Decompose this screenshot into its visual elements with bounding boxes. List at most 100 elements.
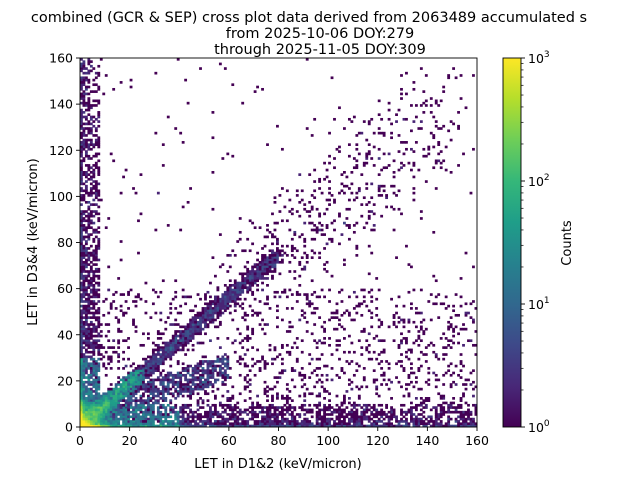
heatmap-cell: [407, 318, 411, 322]
heatmap-cell: [154, 394, 158, 398]
heatmap-cell: [241, 277, 245, 280]
heatmap-cell: [117, 318, 121, 322]
heatmap-cell: [117, 383, 121, 386]
heatmap-cell: [174, 346, 178, 349]
heatmap-cell: [419, 217, 423, 220]
heatmap-cell: [94, 399, 98, 402]
y-tick-label: 160: [49, 51, 73, 66]
heatmap-cell: [196, 415, 200, 419]
heatmap-cell: [87, 334, 91, 338]
heatmap-cell: [184, 367, 188, 370]
heatmap-cell: [221, 406, 225, 409]
heatmap-cell: [82, 127, 86, 130]
heatmap-cell: [159, 378, 163, 382]
heatmap-cell: [236, 286, 240, 289]
heatmap-cell: [347, 154, 351, 158]
heatmap-cell: [439, 408, 443, 412]
heatmap-cell: [271, 242, 274, 246]
heatmap-cell: [186, 101, 190, 105]
heatmap-cell: [89, 343, 93, 347]
heatmap-cell: [459, 295, 463, 299]
heatmap-cell: [84, 115, 88, 119]
heatmap-cell: [233, 339, 237, 343]
heatmap-cell: [191, 327, 195, 331]
heatmap-cell: [357, 403, 361, 407]
heatmap-cell: [387, 108, 391, 112]
heatmap-cell: [119, 413, 123, 416]
heatmap-cell: [156, 364, 160, 368]
heatmap-cell: [315, 367, 319, 370]
heatmap-cell: [310, 194, 314, 197]
heatmap-cell: [89, 302, 93, 306]
heatmap-cell: [211, 302, 215, 306]
heatmap-cell: [80, 373, 83, 377]
heatmap-cell: [94, 244, 98, 248]
heatmap-cell: [211, 371, 215, 375]
heatmap-cell: [238, 413, 242, 416]
heatmap-cell: [80, 150, 83, 153]
heatmap-cell: [99, 198, 103, 202]
heatmap-cell: [186, 341, 190, 345]
heatmap-cell: [117, 277, 121, 280]
heatmap-cell: [343, 397, 346, 400]
heatmap-cell: [226, 360, 230, 363]
heatmap-cell: [221, 304, 225, 308]
heatmap-cell: [452, 371, 456, 375]
heatmap-cell: [268, 258, 272, 262]
heatmap-cell: [191, 380, 195, 384]
heatmap-cell: [134, 417, 138, 421]
heatmap-cell: [271, 270, 274, 273]
heatmap-cell: [402, 337, 406, 340]
heatmap-cell: [310, 207, 314, 211]
heatmap-cell: [263, 367, 267, 370]
heatmap-cell: [82, 71, 86, 75]
heatmap-cell: [82, 67, 86, 70]
heatmap-cell: [80, 281, 83, 285]
heatmap-cell: [367, 357, 371, 361]
heatmap-cell: [99, 330, 103, 333]
heatmap-cell: [109, 424, 113, 428]
heatmap-cell: [293, 422, 297, 426]
heatmap-cell: [124, 378, 128, 382]
heatmap-cell: [340, 189, 344, 193]
heatmap-cell: [365, 161, 369, 165]
heatmap-cell: [422, 101, 426, 105]
heatmap-cell: [243, 279, 247, 283]
heatmap-cell: [199, 417, 202, 421]
heatmap-cell: [176, 371, 180, 375]
heatmap-cell: [92, 249, 96, 253]
heatmap-cell: [151, 406, 155, 409]
heatmap-cell: [462, 424, 465, 428]
heatmap-cell: [186, 385, 190, 389]
heatmap-cell: [166, 376, 170, 379]
heatmap-cell: [313, 168, 317, 172]
heatmap-cell: [216, 295, 220, 299]
heatmap-cell: [151, 367, 155, 370]
heatmap-cell: [300, 233, 304, 236]
heatmap-cell: [80, 251, 83, 255]
heatmap-cell: [313, 290, 317, 294]
y-tick-label: 0: [65, 420, 73, 435]
heatmap-cell: [402, 320, 406, 324]
heatmap-cell: [372, 413, 376, 416]
heatmap-cell: [171, 378, 175, 382]
heatmap-cell: [139, 173, 143, 176]
heatmap-cell: [243, 318, 247, 322]
heatmap-cell: [236, 406, 240, 409]
heatmap-cell: [82, 376, 86, 379]
heatmap-cell: [328, 399, 331, 402]
heatmap-cell: [171, 424, 175, 428]
heatmap-cell: [211, 373, 215, 377]
heatmap-cell: [82, 99, 86, 103]
heatmap-cell: [154, 348, 158, 352]
heatmap-cell: [472, 369, 475, 372]
heatmap-cell: [261, 254, 264, 257]
heatmap-cell: [268, 256, 272, 259]
heatmap-cell: [437, 159, 441, 163]
heatmap-cell: [164, 390, 168, 393]
heatmap-cell: [459, 417, 463, 421]
heatmap-cell: [87, 397, 91, 400]
heatmap-cell: [209, 302, 212, 306]
heatmap-cell: [410, 406, 413, 409]
heatmap-cell: [290, 244, 294, 248]
